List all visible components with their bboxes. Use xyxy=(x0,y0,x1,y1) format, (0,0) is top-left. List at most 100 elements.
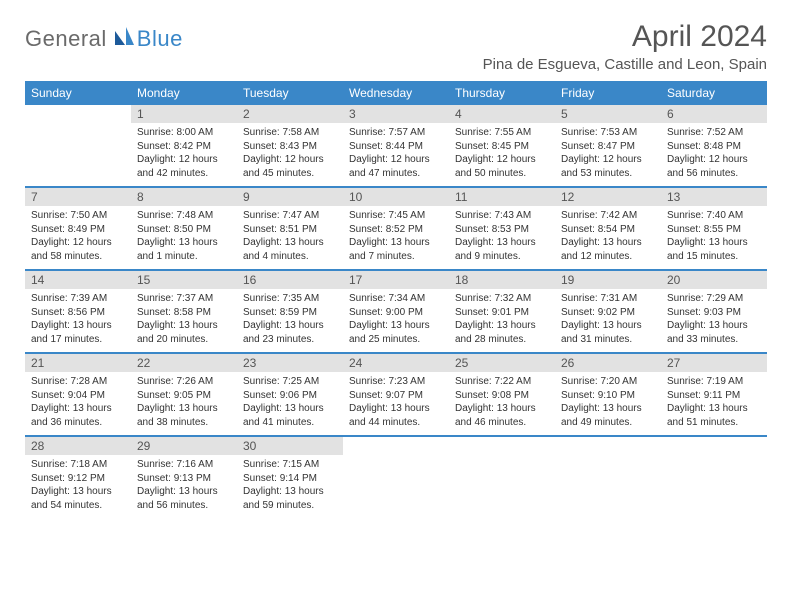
day-number: 18 xyxy=(449,271,555,289)
day-details: Sunrise: 7:57 AMSunset: 8:44 PMDaylight:… xyxy=(343,123,449,186)
calendar-empty-cell xyxy=(661,436,767,518)
sunrise-value: 7:42 AM xyxy=(600,210,637,221)
day-details: Sunrise: 7:25 AMSunset: 9:06 PMDaylight:… xyxy=(237,372,343,435)
sunrise-line: Sunrise: 7:26 AM xyxy=(137,375,231,389)
calendar-day-cell: 1Sunrise: 8:00 AMSunset: 8:42 PMDaylight… xyxy=(131,105,237,187)
daylight-label: Daylight: xyxy=(561,403,600,414)
day-details: Sunrise: 7:42 AMSunset: 8:54 PMDaylight:… xyxy=(555,206,661,269)
daylight-label: Daylight: xyxy=(561,237,600,248)
daylight-line: Daylight: 12 hours and 47 minutes. xyxy=(349,153,443,180)
sunrise-label: Sunrise: xyxy=(667,210,704,221)
title-block: April 2024 Pina de Esgueva, Castille and… xyxy=(483,20,767,73)
sunrise-line: Sunrise: 7:32 AM xyxy=(455,292,549,306)
sunset-label: Sunset: xyxy=(561,390,595,401)
day-number: 10 xyxy=(343,188,449,206)
sunset-label: Sunset: xyxy=(561,141,595,152)
day-number: 6 xyxy=(661,105,767,123)
sunset-line: Sunset: 9:00 PM xyxy=(349,306,443,320)
weekday-header: Monday xyxy=(131,81,237,105)
day-number: 28 xyxy=(25,437,131,455)
sunrise-label: Sunrise: xyxy=(455,293,492,304)
day-details: Sunrise: 7:18 AMSunset: 9:12 PMDaylight:… xyxy=(25,455,131,518)
calendar-week-row: 28Sunrise: 7:18 AMSunset: 9:12 PMDayligh… xyxy=(25,436,767,518)
sunrise-value: 7:35 AM xyxy=(282,293,319,304)
day-number: 7 xyxy=(25,188,131,206)
sunset-line: Sunset: 9:03 PM xyxy=(667,306,761,320)
day-number: 3 xyxy=(343,105,449,123)
sunset-label: Sunset: xyxy=(667,141,701,152)
sunset-label: Sunset: xyxy=(137,390,171,401)
sunrise-label: Sunrise: xyxy=(667,376,704,387)
daylight-label: Daylight: xyxy=(455,237,494,248)
daylight-label: Daylight: xyxy=(137,320,176,331)
sunrise-value: 8:00 AM xyxy=(176,127,213,138)
sunrise-label: Sunrise: xyxy=(31,293,68,304)
sunset-label: Sunset: xyxy=(349,307,383,318)
sunset-value: 8:59 PM xyxy=(280,307,317,318)
calendar-day-cell: 13Sunrise: 7:40 AMSunset: 8:55 PMDayligh… xyxy=(661,187,767,270)
sunset-value: 8:48 PM xyxy=(704,141,741,152)
day-details: Sunrise: 7:26 AMSunset: 9:05 PMDaylight:… xyxy=(131,372,237,435)
logo: General Blue xyxy=(25,20,183,52)
sunset-value: 9:02 PM xyxy=(598,307,635,318)
sunset-line: Sunset: 9:07 PM xyxy=(349,389,443,403)
sunrise-line: Sunrise: 7:43 AM xyxy=(455,209,549,223)
sunrise-line: Sunrise: 7:40 AM xyxy=(667,209,761,223)
calendar-empty-cell xyxy=(449,436,555,518)
calendar-day-cell: 7Sunrise: 7:50 AMSunset: 8:49 PMDaylight… xyxy=(25,187,131,270)
day-details: Sunrise: 7:20 AMSunset: 9:10 PMDaylight:… xyxy=(555,372,661,435)
sunrise-value: 7:19 AM xyxy=(706,376,743,387)
sunset-line: Sunset: 8:54 PM xyxy=(561,223,655,237)
sunset-label: Sunset: xyxy=(667,390,701,401)
sunset-line: Sunset: 8:44 PM xyxy=(349,140,443,154)
sunset-label: Sunset: xyxy=(667,224,701,235)
calendar-day-cell: 24Sunrise: 7:23 AMSunset: 9:07 PMDayligh… xyxy=(343,353,449,436)
daylight-line: Daylight: 13 hours and 49 minutes. xyxy=(561,402,655,429)
daylight-line: Daylight: 13 hours and 38 minutes. xyxy=(137,402,231,429)
sunrise-label: Sunrise: xyxy=(243,459,280,470)
sunset-line: Sunset: 9:04 PM xyxy=(31,389,125,403)
calendar-empty-cell xyxy=(25,105,131,187)
sunrise-value: 7:50 AM xyxy=(70,210,107,221)
daylight-label: Daylight: xyxy=(31,237,70,248)
daylight-line: Daylight: 13 hours and 28 minutes. xyxy=(455,319,549,346)
sunrise-value: 7:55 AM xyxy=(494,127,531,138)
day-details: Sunrise: 7:34 AMSunset: 9:00 PMDaylight:… xyxy=(343,289,449,352)
sunset-line: Sunset: 8:58 PM xyxy=(137,306,231,320)
sunset-label: Sunset: xyxy=(137,141,171,152)
day-details: Sunrise: 7:15 AMSunset: 9:14 PMDaylight:… xyxy=(237,455,343,518)
sunrise-value: 7:22 AM xyxy=(494,376,531,387)
sunrise-value: 7:47 AM xyxy=(282,210,319,221)
sunrise-value: 7:23 AM xyxy=(388,376,425,387)
sunset-label: Sunset: xyxy=(243,141,277,152)
sunset-value: 9:14 PM xyxy=(280,473,317,484)
sunset-value: 9:07 PM xyxy=(386,390,423,401)
sunrise-label: Sunrise: xyxy=(667,293,704,304)
sunrise-value: 7:39 AM xyxy=(70,293,107,304)
daylight-line: Daylight: 13 hours and 25 minutes. xyxy=(349,319,443,346)
daylight-line: Daylight: 12 hours and 45 minutes. xyxy=(243,153,337,180)
sunset-value: 8:56 PM xyxy=(68,307,105,318)
page-title: April 2024 xyxy=(483,20,767,54)
sunset-line: Sunset: 8:47 PM xyxy=(561,140,655,154)
sunset-value: 8:54 PM xyxy=(598,224,635,235)
calendar-week-row: 21Sunrise: 7:28 AMSunset: 9:04 PMDayligh… xyxy=(25,353,767,436)
daylight-label: Daylight: xyxy=(243,403,282,414)
day-number: 17 xyxy=(343,271,449,289)
sunset-label: Sunset: xyxy=(349,390,383,401)
day-number: 9 xyxy=(237,188,343,206)
daylight-label: Daylight: xyxy=(243,486,282,497)
sunset-label: Sunset: xyxy=(243,307,277,318)
daylight-label: Daylight: xyxy=(561,320,600,331)
sunset-line: Sunset: 9:08 PM xyxy=(455,389,549,403)
calendar-day-cell: 3Sunrise: 7:57 AMSunset: 8:44 PMDaylight… xyxy=(343,105,449,187)
calendar-day-cell: 9Sunrise: 7:47 AMSunset: 8:51 PMDaylight… xyxy=(237,187,343,270)
sunset-line: Sunset: 9:02 PM xyxy=(561,306,655,320)
day-number: 12 xyxy=(555,188,661,206)
sunrise-value: 7:40 AM xyxy=(706,210,743,221)
sunrise-value: 7:37 AM xyxy=(176,293,213,304)
sunset-value: 9:03 PM xyxy=(704,307,741,318)
daylight-line: Daylight: 13 hours and 33 minutes. xyxy=(667,319,761,346)
daylight-label: Daylight: xyxy=(31,320,70,331)
daylight-line: Daylight: 13 hours and 17 minutes. xyxy=(31,319,125,346)
